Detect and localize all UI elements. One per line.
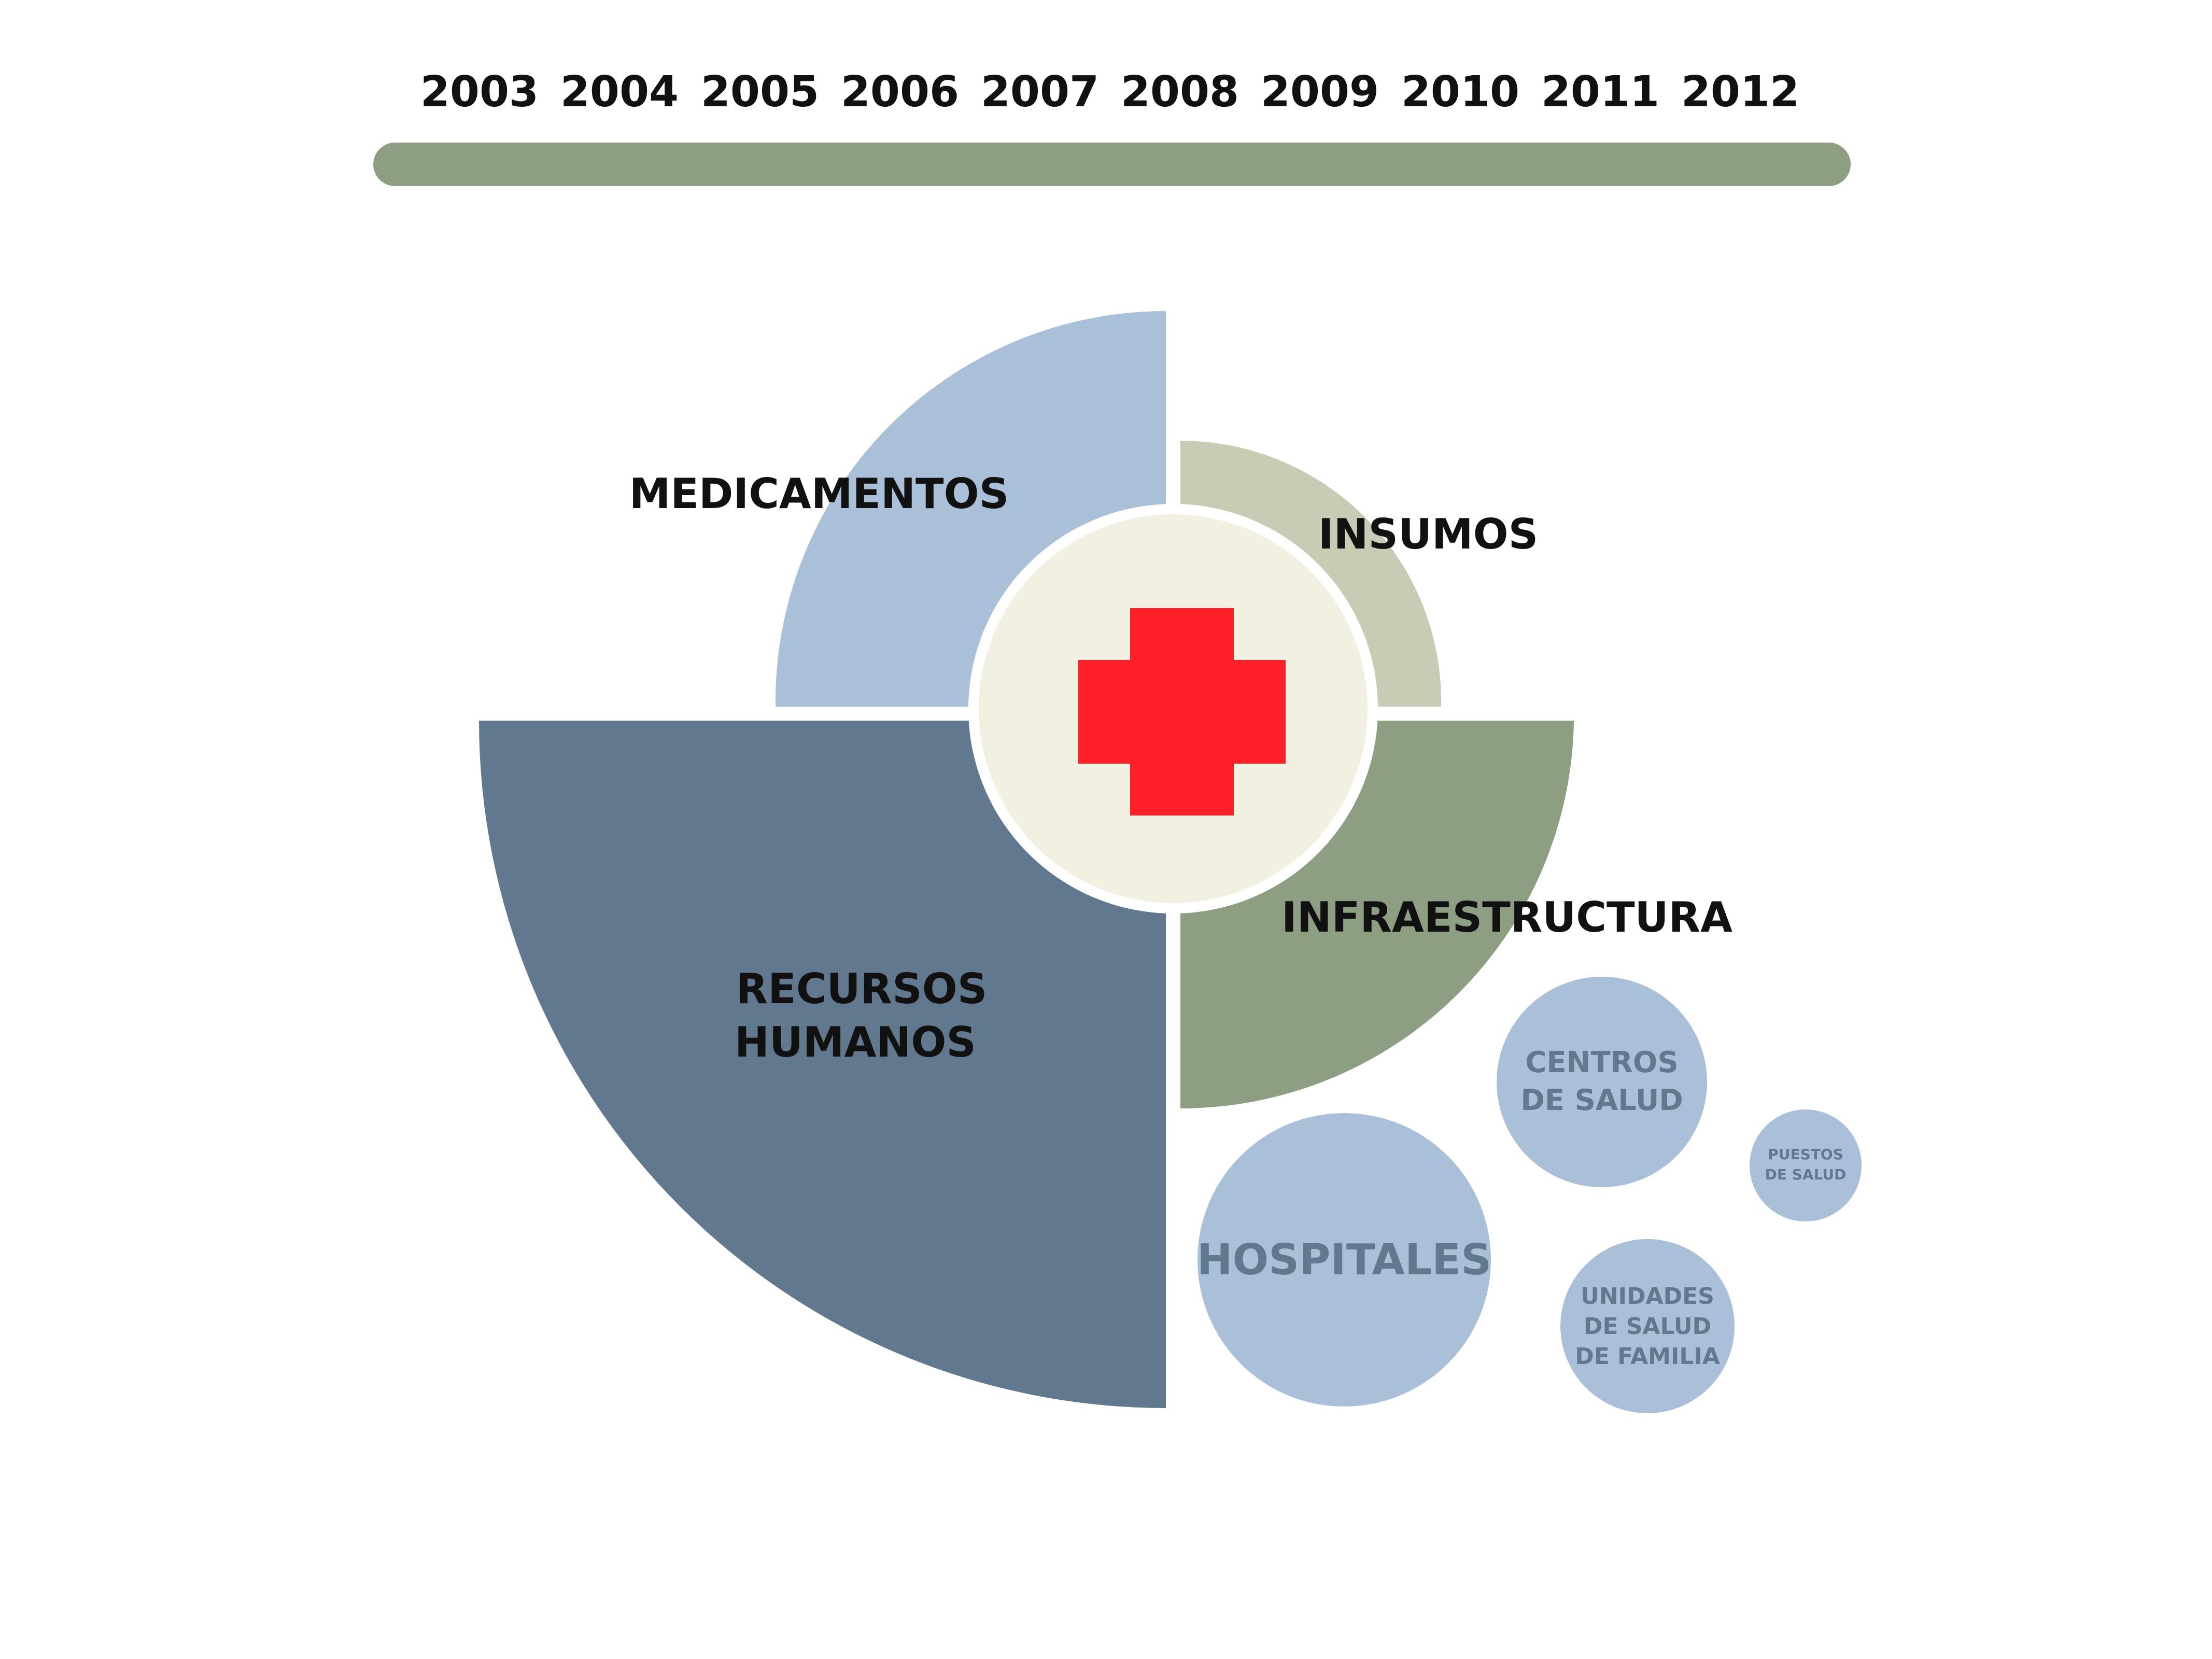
bubble-unidades-de-salud-de-familia: UNIDADES DE SALUD DE FAMILIA — [1560, 1239, 1735, 1413]
label-recursos-humanos-line1: RECURSOS — [736, 965, 988, 1013]
label-recursos-humanos-line2: HUMANOS — [735, 1018, 976, 1066]
label-insumos: INSUMOS — [1318, 510, 1539, 558]
bubble-unidades-label-line1: UNIDADES — [1581, 1283, 1714, 1310]
bubble-unidades-label-line3: DE FAMILIA — [1575, 1343, 1720, 1370]
timeline-year-2011: 2011 — [1541, 67, 1659, 117]
label-infraestructura: INFRAESTRUCTURA — [1281, 893, 1732, 941]
timeline-year-2003: 2003 — [420, 67, 539, 117]
bubble-puestos-de-salud: PUESTOS DE SALUD — [1750, 1109, 1862, 1221]
label-medicamentos: MEDICAMENTOS — [629, 470, 1009, 518]
timeline-year-2005: 2005 — [701, 67, 819, 117]
bubble-centros-label-line2: DE SALUD — [1520, 1084, 1683, 1117]
timeline-bar — [373, 143, 1851, 186]
timeline-year-2008: 2008 — [1121, 67, 1239, 117]
timeline-years: 2003 2004 2005 2006 2007 2008 2009 2010 … — [420, 67, 1799, 117]
segment-recursos-humanos — [479, 721, 1166, 1408]
timeline-year-2010: 2010 — [1401, 67, 1519, 117]
bubble-unidades-label-line2: DE SALUD — [1584, 1313, 1711, 1340]
timeline-year-2006: 2006 — [841, 67, 959, 117]
bubble-hospitales-label: HOSPITALES — [1197, 1235, 1491, 1285]
red-cross-icon — [1078, 608, 1286, 816]
bubble-centros-label-line1: CENTROS — [1525, 1046, 1678, 1079]
bubble-hospitales: HOSPITALES — [1197, 1113, 1491, 1407]
bubble-puestos-label-line1: PUESTOS — [1768, 1146, 1843, 1163]
bubble-puestos-label-line2: DE SALUD — [1765, 1166, 1847, 1183]
timeline-year-2009: 2009 — [1261, 67, 1379, 117]
bubble-centros-de-salud: CENTROS DE SALUD — [1497, 977, 1707, 1187]
timeline-year-2004: 2004 — [560, 67, 679, 117]
timeline-year-2007: 2007 — [981, 67, 1099, 117]
timeline-year-2012: 2012 — [1681, 67, 1799, 117]
